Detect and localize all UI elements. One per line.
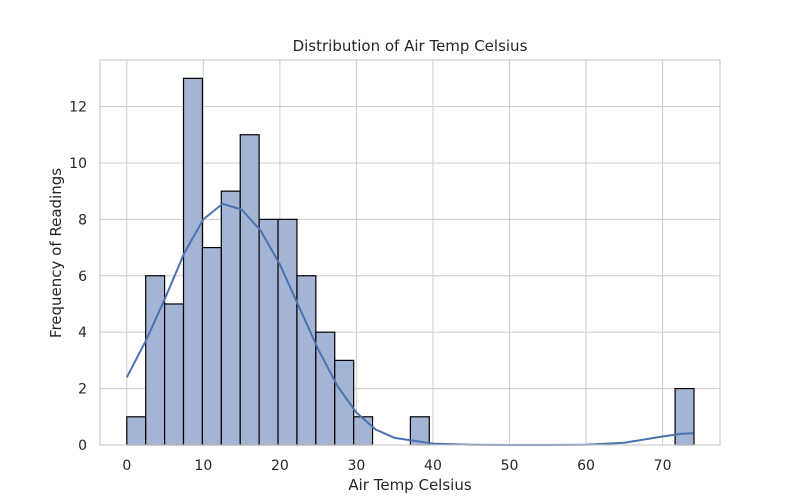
x-axis-label: Air Temp Celsius <box>348 476 471 494</box>
histogram-bar <box>258 218 279 446</box>
histogram-bar <box>353 416 374 446</box>
x-tick-label: 60 <box>577 458 595 474</box>
x-tick-label: 50 <box>501 458 519 474</box>
x-tick-labels: 0 10 20 30 40 50 60 70 <box>122 458 671 474</box>
plot-frame <box>99 59 721 446</box>
chart-title: Distribution of Air Temp Celsius <box>293 37 528 55</box>
histogram-bar <box>220 190 241 446</box>
x-tick-label: 10 <box>194 458 212 474</box>
x-tick-label: 20 <box>271 458 289 474</box>
y-tick-label: 0 <box>78 438 87 454</box>
y-tick-label: 12 <box>69 100 87 116</box>
histogram-bar <box>164 303 185 446</box>
y-axis-label: Frequency of Readings <box>47 168 65 338</box>
histogram-bars <box>126 77 695 446</box>
histogram-bar <box>145 275 166 446</box>
x-tick-label: 30 <box>348 458 366 474</box>
kde-curve <box>125 202 694 446</box>
histogram-bar <box>182 77 204 446</box>
histogram-bar <box>239 134 260 446</box>
histogram-bar <box>334 359 355 446</box>
y-tick-label: 10 <box>69 156 87 172</box>
y-tick-label: 4 <box>78 325 87 341</box>
x-tick-label: 40 <box>424 458 442 474</box>
y-tick-label: 8 <box>78 212 87 228</box>
x-tick-label: 0 <box>122 458 131 474</box>
y-tick-label: 2 <box>78 382 87 398</box>
histogram-bar <box>674 387 695 446</box>
y-tick-label: 6 <box>78 269 87 285</box>
y-tick-labels: 0 2 4 6 8 10 12 <box>69 100 87 454</box>
histogram-bar <box>277 218 298 446</box>
x-tick-label: 70 <box>654 458 672 474</box>
histogram-bar <box>126 416 147 446</box>
histogram-bar <box>201 246 222 446</box>
histogram-bar <box>296 275 317 446</box>
